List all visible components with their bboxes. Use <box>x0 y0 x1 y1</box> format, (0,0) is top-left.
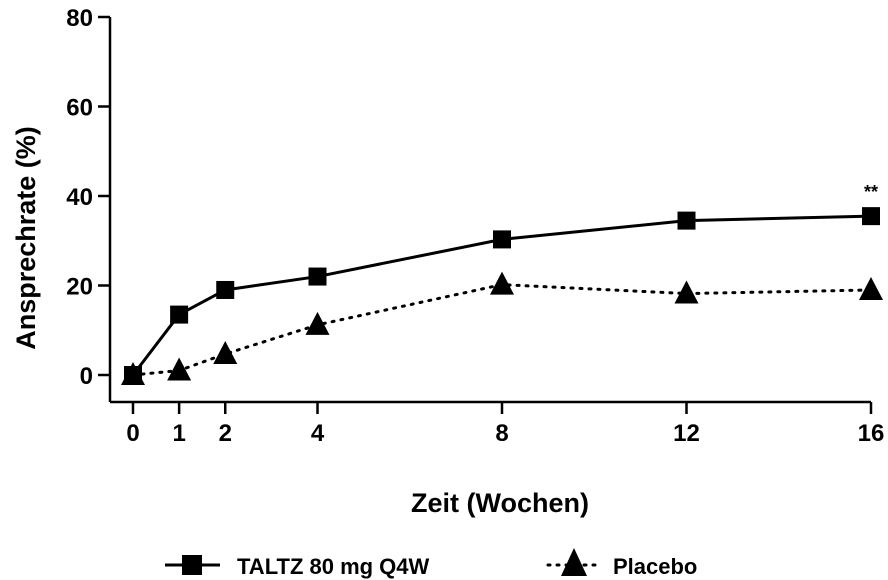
y-tick-label: 0 <box>80 363 93 390</box>
data-point-taltz <box>216 280 235 299</box>
data-point-taltz <box>308 267 327 286</box>
data-point-taltz <box>677 211 696 230</box>
legend-marker-square <box>182 555 202 575</box>
data-point-placebo <box>305 311 330 335</box>
y-tick-label: 80 <box>66 5 93 32</box>
data-point-placebo <box>167 357 192 381</box>
x-tick-label: 8 <box>495 420 508 447</box>
x-tick-label: 2 <box>219 420 232 447</box>
legend-item-placebo: Placebo <box>546 548 697 579</box>
x-tick-label: 12 <box>673 420 700 447</box>
series-line-placebo <box>131 283 873 377</box>
y-ticks: 0 20 40 60 80 <box>66 5 110 390</box>
legend-item-taltz: TALTZ 80 mg Q4W <box>165 554 430 579</box>
x-tick-label: 16 <box>858 420 885 447</box>
y-tick-label: 60 <box>66 95 93 122</box>
legend-label-taltz: TALTZ 80 mg Q4W <box>237 554 430 579</box>
annotation-label: ** <box>864 182 878 202</box>
data-point-taltz <box>493 230 511 249</box>
legend: TALTZ 80 mg Q4W Placebo <box>165 548 697 579</box>
y-axis-title: Ansprechrate (%) <box>11 126 41 350</box>
data-point-taltz <box>862 207 880 226</box>
data-point-placebo <box>674 280 699 304</box>
data-point-placebo <box>121 362 145 385</box>
legend-label-placebo: Placebo <box>613 554 697 579</box>
data-point-taltz <box>170 305 189 324</box>
data-point-placebo <box>859 276 883 300</box>
data-point-placebo <box>490 271 514 295</box>
data-point-placebo <box>213 340 238 364</box>
x-axis-title: Zeit (Wochen) <box>411 488 589 518</box>
plot-area: ** <box>121 182 883 385</box>
x-tick-label: 4 <box>311 420 325 447</box>
y-tick-label: 20 <box>66 274 93 301</box>
legend-marker-triangle <box>561 548 587 576</box>
y-tick-label: 40 <box>66 184 93 211</box>
x-tick-label: 1 <box>172 420 185 447</box>
x-tick-label: 0 <box>126 420 139 447</box>
x-ticks: 0 1 2 4 8 12 16 <box>126 402 884 447</box>
